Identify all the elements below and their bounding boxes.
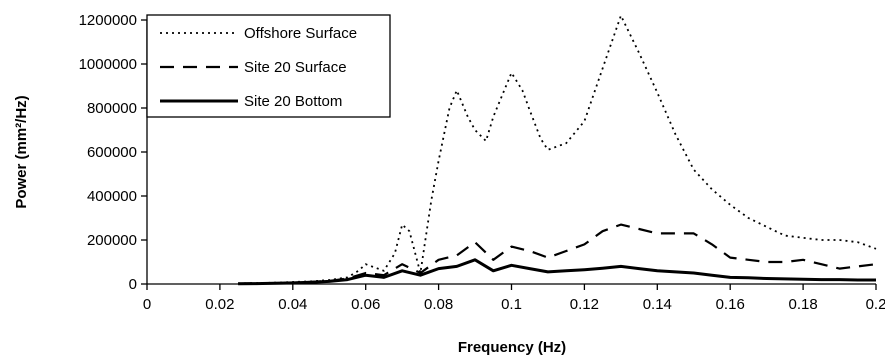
x-tick-label: 0.04: [278, 296, 307, 313]
x-tick-label: 0.06: [351, 296, 380, 313]
y-axis-title: Power (mm²/Hz): [13, 95, 30, 208]
x-tick-label: 0.1: [501, 296, 522, 313]
series-line-site-20-bottom: [238, 258, 876, 286]
series-line-offshore-surface: [238, 14, 877, 285]
x-axis-title: Frequency (Hz): [458, 339, 566, 356]
x-tick-label: 0.08: [424, 296, 453, 313]
x-tick-label: 0.14: [643, 296, 672, 313]
x-tick-label: 0.18: [788, 296, 817, 313]
y-axis-ticks: 0 200000 400000 600000 800000 1000000 1200000: [79, 12, 147, 293]
series-lines: [238, 14, 877, 286]
legend: Offshore Surface Site 20 Surface Site 20 B…: [146, 14, 391, 118]
legend-label: Site 20 Surface: [244, 59, 347, 76]
legend-label: Offshore Surface: [244, 25, 357, 42]
plot-area: 020000040000060000080000010000001200000 …: [79, 12, 885, 313]
y-tick-label: 200000: [87, 232, 137, 249]
series-line-site-20-surface: [238, 223, 877, 285]
legend-label: Site 20 Bottom: [244, 93, 342, 110]
x-axis-ticks: 0 0.02 0.04 0.06 0.08 0.1 0.12 0.14 0.16 0.18 0.2: [143, 284, 885, 313]
y-tick-label: 600000: [87, 144, 137, 161]
x-tick-label: 0.2: [866, 296, 885, 313]
y-tick-label: 1000000: [79, 56, 137, 73]
x-tick-label: 0.02: [205, 296, 234, 313]
x-tick-label: 0.12: [570, 296, 599, 313]
y-tick-label: 1200000: [79, 12, 137, 29]
legend-items: Offshore Surface Site 20 Surface Site 20 B…: [160, 25, 357, 110]
x-tick-label: 0.16: [716, 296, 745, 313]
y-tick-label: 400000: [87, 188, 137, 205]
x-tick-label: 0: [143, 296, 151, 313]
y-tick-label: 800000: [87, 100, 137, 117]
y-tick-label: 0: [129, 276, 137, 293]
